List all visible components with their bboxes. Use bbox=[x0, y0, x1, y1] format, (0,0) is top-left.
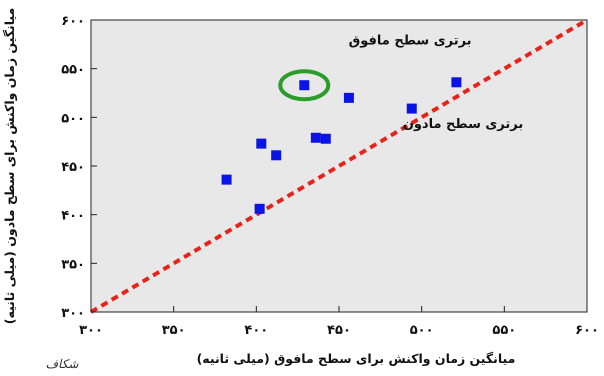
y-tick-label: ۴۵۰ bbox=[61, 160, 85, 175]
x-tick-label: ۴۰۰ bbox=[244, 323, 268, 338]
x-tick-label: ۴۵۰ bbox=[327, 323, 351, 338]
data-point bbox=[310, 132, 321, 143]
plot-area bbox=[90, 19, 588, 313]
author-signature: شکاف bbox=[46, 357, 80, 371]
y-tick-label: ۵۵۰ bbox=[61, 63, 85, 78]
data-point bbox=[221, 174, 232, 185]
highlight-ellipse bbox=[278, 69, 331, 102]
data-point bbox=[299, 80, 310, 91]
x-tick-label: ۳۰۰ bbox=[79, 323, 103, 338]
x-axis-title: میانگین زمان واکنش برای سطح مافوق (میلی … bbox=[197, 351, 516, 366]
data-point bbox=[406, 103, 417, 114]
data-point bbox=[343, 92, 354, 103]
region-label: برتری سطح مافوق bbox=[349, 33, 472, 48]
data-point bbox=[256, 138, 267, 149]
data-point bbox=[320, 133, 331, 144]
y-tick-label: ۳۵۰ bbox=[61, 257, 85, 272]
y-tick-label: ۶۰۰ bbox=[61, 14, 85, 29]
y-tick-label: ۴۰۰ bbox=[61, 209, 85, 224]
x-tick-label: ۳۵۰ bbox=[162, 323, 186, 338]
data-point bbox=[254, 203, 265, 214]
y-tick-label: ۵۰۰ bbox=[61, 111, 85, 126]
x-tick-label: ۵۰۰ bbox=[410, 323, 434, 338]
data-point bbox=[271, 150, 282, 161]
y-tick-label: ۳۰۰ bbox=[61, 306, 85, 321]
y-axis-title: میانگین زمان واکنش برای سطح مادون (میلی … bbox=[2, 8, 17, 324]
x-tick-label: ۵۵۰ bbox=[492, 323, 516, 338]
x-tick-label: ۶۰۰ bbox=[575, 323, 599, 338]
region-label: برتری سطح مادون bbox=[403, 117, 524, 132]
data-point bbox=[451, 77, 462, 88]
